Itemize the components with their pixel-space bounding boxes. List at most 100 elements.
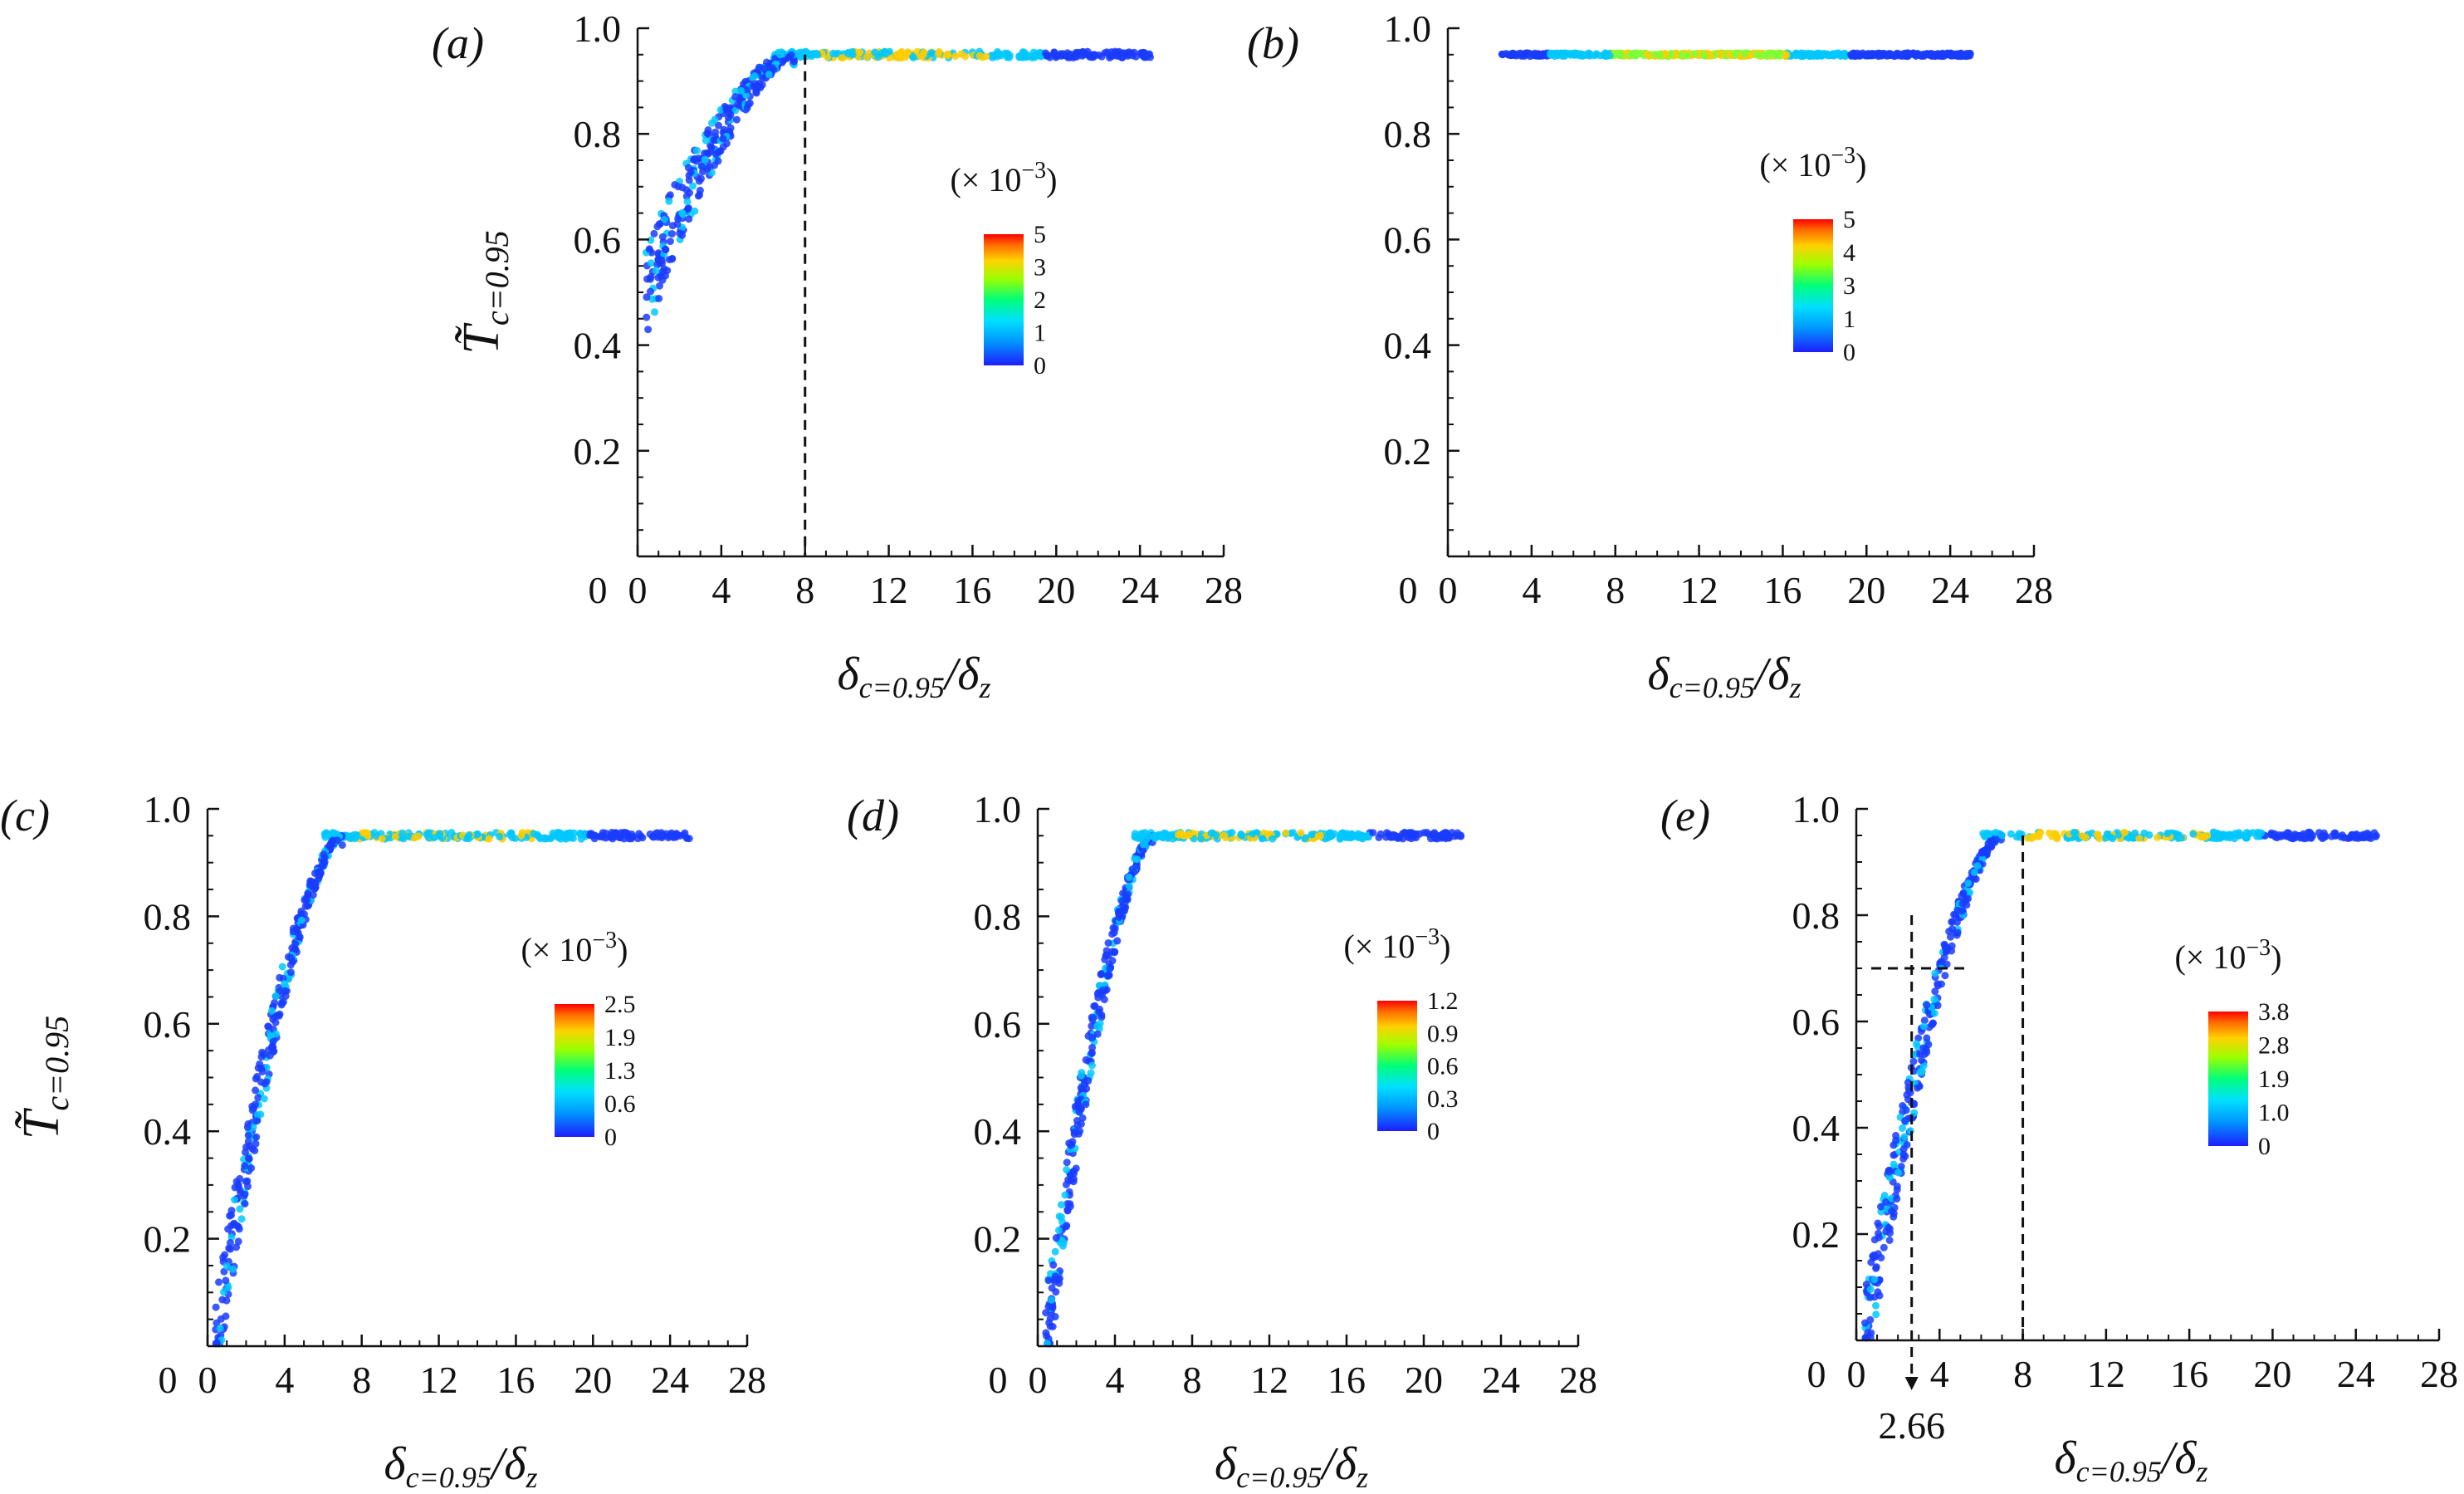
scatter-point — [1440, 833, 1447, 841]
scatter-point — [1795, 51, 1803, 59]
x-tick-label: 8 — [1183, 1359, 1202, 1401]
x-tick-label: 4 — [711, 569, 731, 611]
scatter-point — [683, 198, 692, 206]
x-tick-label: 12 — [1250, 1359, 1288, 1401]
scatter-point — [1997, 831, 2006, 840]
x-tick-label: 20 — [1037, 569, 1075, 611]
y-tick-label: 0.2 — [974, 1218, 1022, 1261]
scatter-point — [1052, 1234, 1060, 1242]
scatter-point — [1755, 51, 1762, 59]
scatter-point — [711, 161, 718, 169]
scatter-point — [507, 829, 516, 837]
scatter-point — [944, 51, 952, 60]
scatter-point — [1090, 1002, 1098, 1011]
scatter-point — [229, 1265, 237, 1273]
scatter-point — [2338, 831, 2346, 840]
panel-label: (e) — [1660, 791, 1710, 840]
scatter-point — [269, 1037, 277, 1046]
scatter-point — [2328, 832, 2335, 840]
scatter-point — [1655, 51, 1664, 59]
scatter-point — [683, 834, 691, 842]
scatter-point — [1087, 1069, 1095, 1077]
scatter-point — [1529, 51, 1538, 59]
scatter-point — [1890, 1209, 1898, 1217]
y-tick-label: 0.4 — [1384, 325, 1432, 367]
scatter-point — [241, 1162, 249, 1170]
scatter-point — [1049, 1261, 1058, 1269]
scatter-point — [215, 1278, 222, 1286]
scatter-point — [1207, 829, 1215, 837]
scatter-point — [1288, 829, 1297, 837]
scatter-point — [1951, 911, 1959, 919]
y-tick-label: 0.4 — [1792, 1107, 1841, 1149]
scatter-point — [935, 47, 943, 56]
scatter-point — [1979, 830, 1987, 838]
scatter-point — [689, 182, 697, 190]
scatter-point — [321, 833, 330, 841]
scatter-point — [1958, 907, 1966, 915]
scatter-point — [695, 154, 703, 163]
scatter-point — [1042, 1329, 1050, 1337]
scatter-point — [297, 916, 306, 924]
x-tick-label: 12 — [870, 569, 908, 611]
scatter-point — [702, 136, 710, 145]
colorbar-tick-label: 3 — [1034, 254, 1046, 282]
colorbar-tick-label: 0.3 — [1427, 1085, 1459, 1113]
scatter-point — [2135, 835, 2144, 842]
scatter-point — [1249, 830, 1257, 838]
scatter-point — [1970, 868, 1978, 876]
scatter-point — [1902, 1106, 1910, 1114]
scatter-point — [1347, 834, 1355, 842]
scatter-point — [414, 832, 423, 840]
scatter-point — [997, 51, 1005, 60]
scatter-point — [338, 841, 346, 850]
scatter-point — [1051, 1313, 1059, 1320]
scatter-point — [1102, 48, 1111, 56]
x-tick-label: 24 — [1121, 569, 1159, 611]
scatter-point — [666, 238, 674, 246]
scatter-point — [2257, 829, 2266, 837]
scatter-cloud — [1498, 49, 1974, 61]
x-tick-label: 8 — [795, 569, 814, 611]
y-tick-label: 1.0 — [1792, 788, 1841, 830]
scatter-point — [785, 53, 793, 61]
scatter-point — [710, 136, 718, 145]
scatter-point — [1553, 49, 1562, 57]
scatter-point — [1097, 970, 1105, 978]
colorbar-title: (× 10−3) — [1759, 143, 1866, 184]
scatter-point — [1578, 51, 1586, 60]
scatter-point — [243, 1123, 252, 1131]
scatter-point — [329, 829, 336, 837]
scatter-point — [1062, 1181, 1070, 1188]
scatter-point — [1063, 49, 1072, 57]
colorbar: (× 10−3) 5 4 3 1 0 — [1759, 143, 1866, 366]
colorbar-gradient — [1793, 219, 1833, 352]
scatter-point — [252, 1075, 260, 1083]
scatter-point — [2305, 828, 2314, 836]
scatter-point — [271, 999, 279, 1007]
scatter-point — [2277, 832, 2285, 840]
scatter-point — [271, 992, 280, 1000]
scatter-point — [252, 1139, 260, 1148]
scatter-point — [1316, 831, 1324, 840]
scatter-point — [1258, 835, 1266, 843]
scatter-point — [1877, 1254, 1885, 1261]
y-tick-label: 0.2 — [574, 430, 622, 473]
scatter-point — [1063, 1158, 1071, 1167]
scatter-point — [1897, 1163, 1905, 1170]
scatter-point — [1923, 1001, 1931, 1009]
y-tick-label: 0.8 — [574, 113, 622, 155]
y-tick-label: 1.0 — [144, 788, 192, 830]
colorbar-tick-label: 0.6 — [604, 1090, 636, 1118]
scatter-point — [645, 245, 653, 253]
scatter-point — [737, 86, 746, 95]
scatter-point — [1015, 53, 1024, 61]
scatter-point — [697, 162, 706, 170]
scatter-point — [264, 1022, 272, 1031]
scatter-point — [2320, 832, 2327, 840]
scatter-point — [1931, 969, 1939, 977]
scatter-point — [288, 944, 296, 952]
scatter-point — [1061, 1191, 1069, 1199]
colorbar-tick-label: 1.2 — [1427, 987, 1459, 1015]
scatter-point — [1741, 49, 1749, 57]
